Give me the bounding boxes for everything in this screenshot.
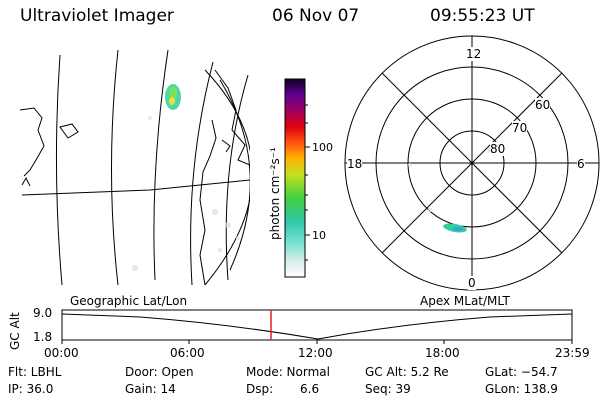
colorbar-tick-100: 100 bbox=[312, 141, 333, 154]
dsp-label: Dsp: bbox=[246, 382, 274, 396]
dsp-value: 6.6 bbox=[300, 382, 320, 396]
meridian-line bbox=[190, 61, 214, 285]
timeline-xtick-2359: 23:59 bbox=[555, 346, 590, 360]
meridian-line bbox=[55, 54, 63, 285]
coastline bbox=[221, 139, 231, 153]
meridian-line bbox=[225, 74, 249, 281]
observation-date: 06 Nov 07 bbox=[272, 6, 360, 26]
lat-label-60: 60 bbox=[535, 98, 551, 112]
gc-alt-info: GC Alt: 5.2 Re bbox=[365, 365, 449, 379]
door-info: Door: Open bbox=[125, 365, 194, 379]
colorbar-tick-10: 10 bbox=[312, 229, 326, 242]
altitude-curve bbox=[61, 313, 573, 340]
coastline bbox=[214, 69, 250, 166]
lat-label-70: 70 bbox=[512, 121, 528, 135]
coastline bbox=[59, 123, 79, 139]
polar-diagonal bbox=[381, 72, 563, 254]
timeline-ytick-1.8: 1.8 bbox=[33, 330, 53, 344]
parallel-line bbox=[21, 179, 250, 196]
mlt-label-0: 0 bbox=[468, 276, 476, 290]
emission-spot-polar bbox=[443, 223, 467, 233]
timeline-xtick-12: 12:00 bbox=[298, 346, 333, 360]
filter-info: Flt: LBHL bbox=[8, 365, 62, 379]
mlt-label-12: 12 bbox=[466, 47, 482, 61]
instrument-title: Ultraviolet Imager bbox=[20, 6, 174, 26]
coastline bbox=[20, 107, 45, 177]
mlt-label-6: 6 bbox=[577, 157, 585, 171]
timeline-xtick-00: 00:00 bbox=[44, 346, 79, 360]
coastline bbox=[199, 119, 217, 285]
emission-spot-map bbox=[165, 84, 181, 110]
timeline-xtick-06: 06:00 bbox=[170, 346, 205, 360]
seq-info: Seq: 39 bbox=[365, 382, 411, 396]
timeline-frame bbox=[61, 309, 573, 341]
meridian-line bbox=[153, 49, 169, 281]
timeline-ytick-9: 9.0 bbox=[33, 306, 53, 320]
ip-info: IP: 36.0 bbox=[8, 382, 54, 396]
lat-label-80: 80 bbox=[490, 142, 506, 156]
glat-info: GLat: −54.7 bbox=[485, 365, 558, 379]
meridian-line bbox=[111, 49, 119, 285]
timeline-left-label: Geographic Lat/Lon bbox=[70, 294, 188, 308]
glon-info: GLon: 138.9 bbox=[485, 382, 558, 396]
intensity-colorbar bbox=[284, 78, 310, 278]
earth-limb bbox=[204, 69, 250, 285]
mode-info: Mode: Normal bbox=[246, 365, 330, 379]
timeline-xtick-18: 18:00 bbox=[425, 346, 460, 360]
observation-time: 09:55:23 UT bbox=[430, 6, 535, 26]
gain-info: Gain: 14 bbox=[125, 382, 176, 396]
coastline bbox=[21, 176, 31, 187]
mlt-label-18: 18 bbox=[347, 157, 363, 171]
timeline-right-label: Apex MLat/MLT bbox=[420, 294, 510, 308]
